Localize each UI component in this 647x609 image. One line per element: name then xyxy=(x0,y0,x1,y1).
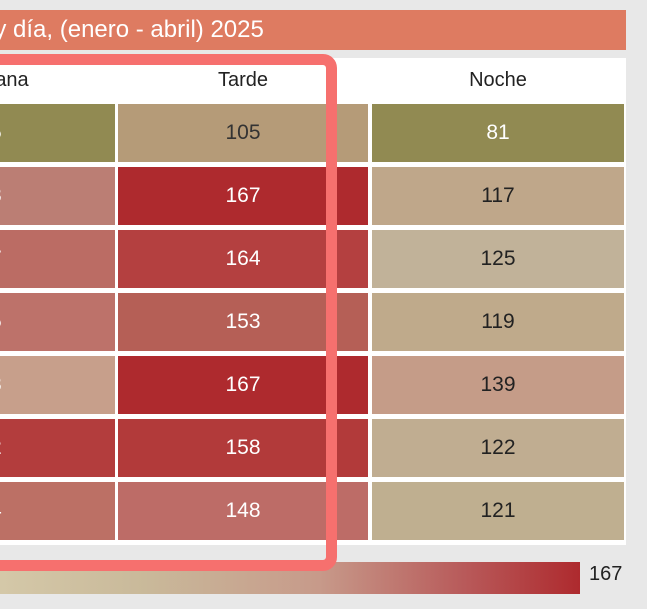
heatmap-cell-r7-c3: 121 xyxy=(372,482,624,540)
heatmap-cell-r5-c3: 139 xyxy=(372,356,624,414)
heatmap-cell-r4-c2: 153 xyxy=(118,293,368,351)
heatmap-cell-label: 3 xyxy=(0,373,2,396)
heatmap-cell-r7-c2: 148 xyxy=(118,482,368,540)
heatmap-cell-r3-c3: 125 xyxy=(372,230,624,288)
heatmap-cell-r2-c1: 3 xyxy=(0,167,115,225)
column-header-tarde: Tarde xyxy=(217,69,269,91)
heatmap-cell-label: 105 xyxy=(225,121,261,144)
chart-title: rno y día, (enero - abril) 2025 xyxy=(0,16,264,43)
heatmap-cell-r1-c2: 105 xyxy=(118,104,368,162)
heatmap-cell-r3-c1: 7 xyxy=(0,230,115,288)
heatmap-cell-label: 81 xyxy=(486,121,510,144)
heatmap-cell-r5-c2: 167 xyxy=(118,356,368,414)
heatmap-cell-r1-c1: 5 xyxy=(0,104,115,162)
chart-title-bar: rno y día, (enero - abril) 2025 xyxy=(0,10,626,50)
column-header-noche: Noche xyxy=(469,69,527,91)
heatmap-cell-label: 2 xyxy=(0,436,2,459)
heatmap-grid: 5 105 81 3 167 117 7 164 125 5 153 119 3 167 139 2 158 12… xyxy=(0,102,626,545)
heatmap-cell-r2-c3: 117 xyxy=(372,167,624,225)
heatmap-cell-r4-c3: 119 xyxy=(372,293,624,351)
heatmap-cell-r3-c2: 164 xyxy=(118,230,368,288)
heatmap-cell-label: 167 xyxy=(225,373,261,396)
heatmap-cell-r6-c2: 158 xyxy=(118,419,368,477)
heatmap-cell-label: 164 xyxy=(225,247,261,270)
column-header-manana: ana xyxy=(0,69,29,91)
heatmap-cell-label: 5 xyxy=(0,310,2,333)
heatmap-cell-label: 117 xyxy=(481,184,515,207)
heatmap-cell-r2-c2: 167 xyxy=(118,167,368,225)
heatmap-cell-r7-c1: 4 xyxy=(0,482,115,540)
heatmap-cell-label: 148 xyxy=(225,499,261,522)
heatmap-cell-label: 125 xyxy=(480,247,516,270)
heatmap-cell-label: 167 xyxy=(225,184,261,207)
heatmap-cell-r4-c1: 5 xyxy=(0,293,115,351)
heatmap-cell-label: 158 xyxy=(225,436,261,459)
heatmap-cell-label: 139 xyxy=(480,373,516,396)
heatmap-cell-r5-c1: 3 xyxy=(0,356,115,414)
heatmap-cell-label: 5 xyxy=(0,121,2,144)
heatmap-cell-r6-c3: 122 xyxy=(372,419,624,477)
heatmap-cell-label: 119 xyxy=(481,310,515,333)
heatmap-cell-label: 122 xyxy=(480,436,516,459)
heatmap-cell-label: 7 xyxy=(0,247,2,270)
heatmap-cell-label: 153 xyxy=(225,310,261,333)
color-legend-bar xyxy=(0,562,580,594)
heatmap-cell-label: 121 xyxy=(480,499,516,522)
heatmap-cell-label: 4 xyxy=(0,499,2,522)
legend-max-label: 167 xyxy=(589,563,623,585)
heatmap-cell-r1-c3: 81 xyxy=(372,104,624,162)
heatmap-cell-label: 3 xyxy=(0,184,2,207)
column-header-row: ana Tarde Noche xyxy=(0,58,626,102)
heatmap-cell-r6-c1: 2 xyxy=(0,419,115,477)
